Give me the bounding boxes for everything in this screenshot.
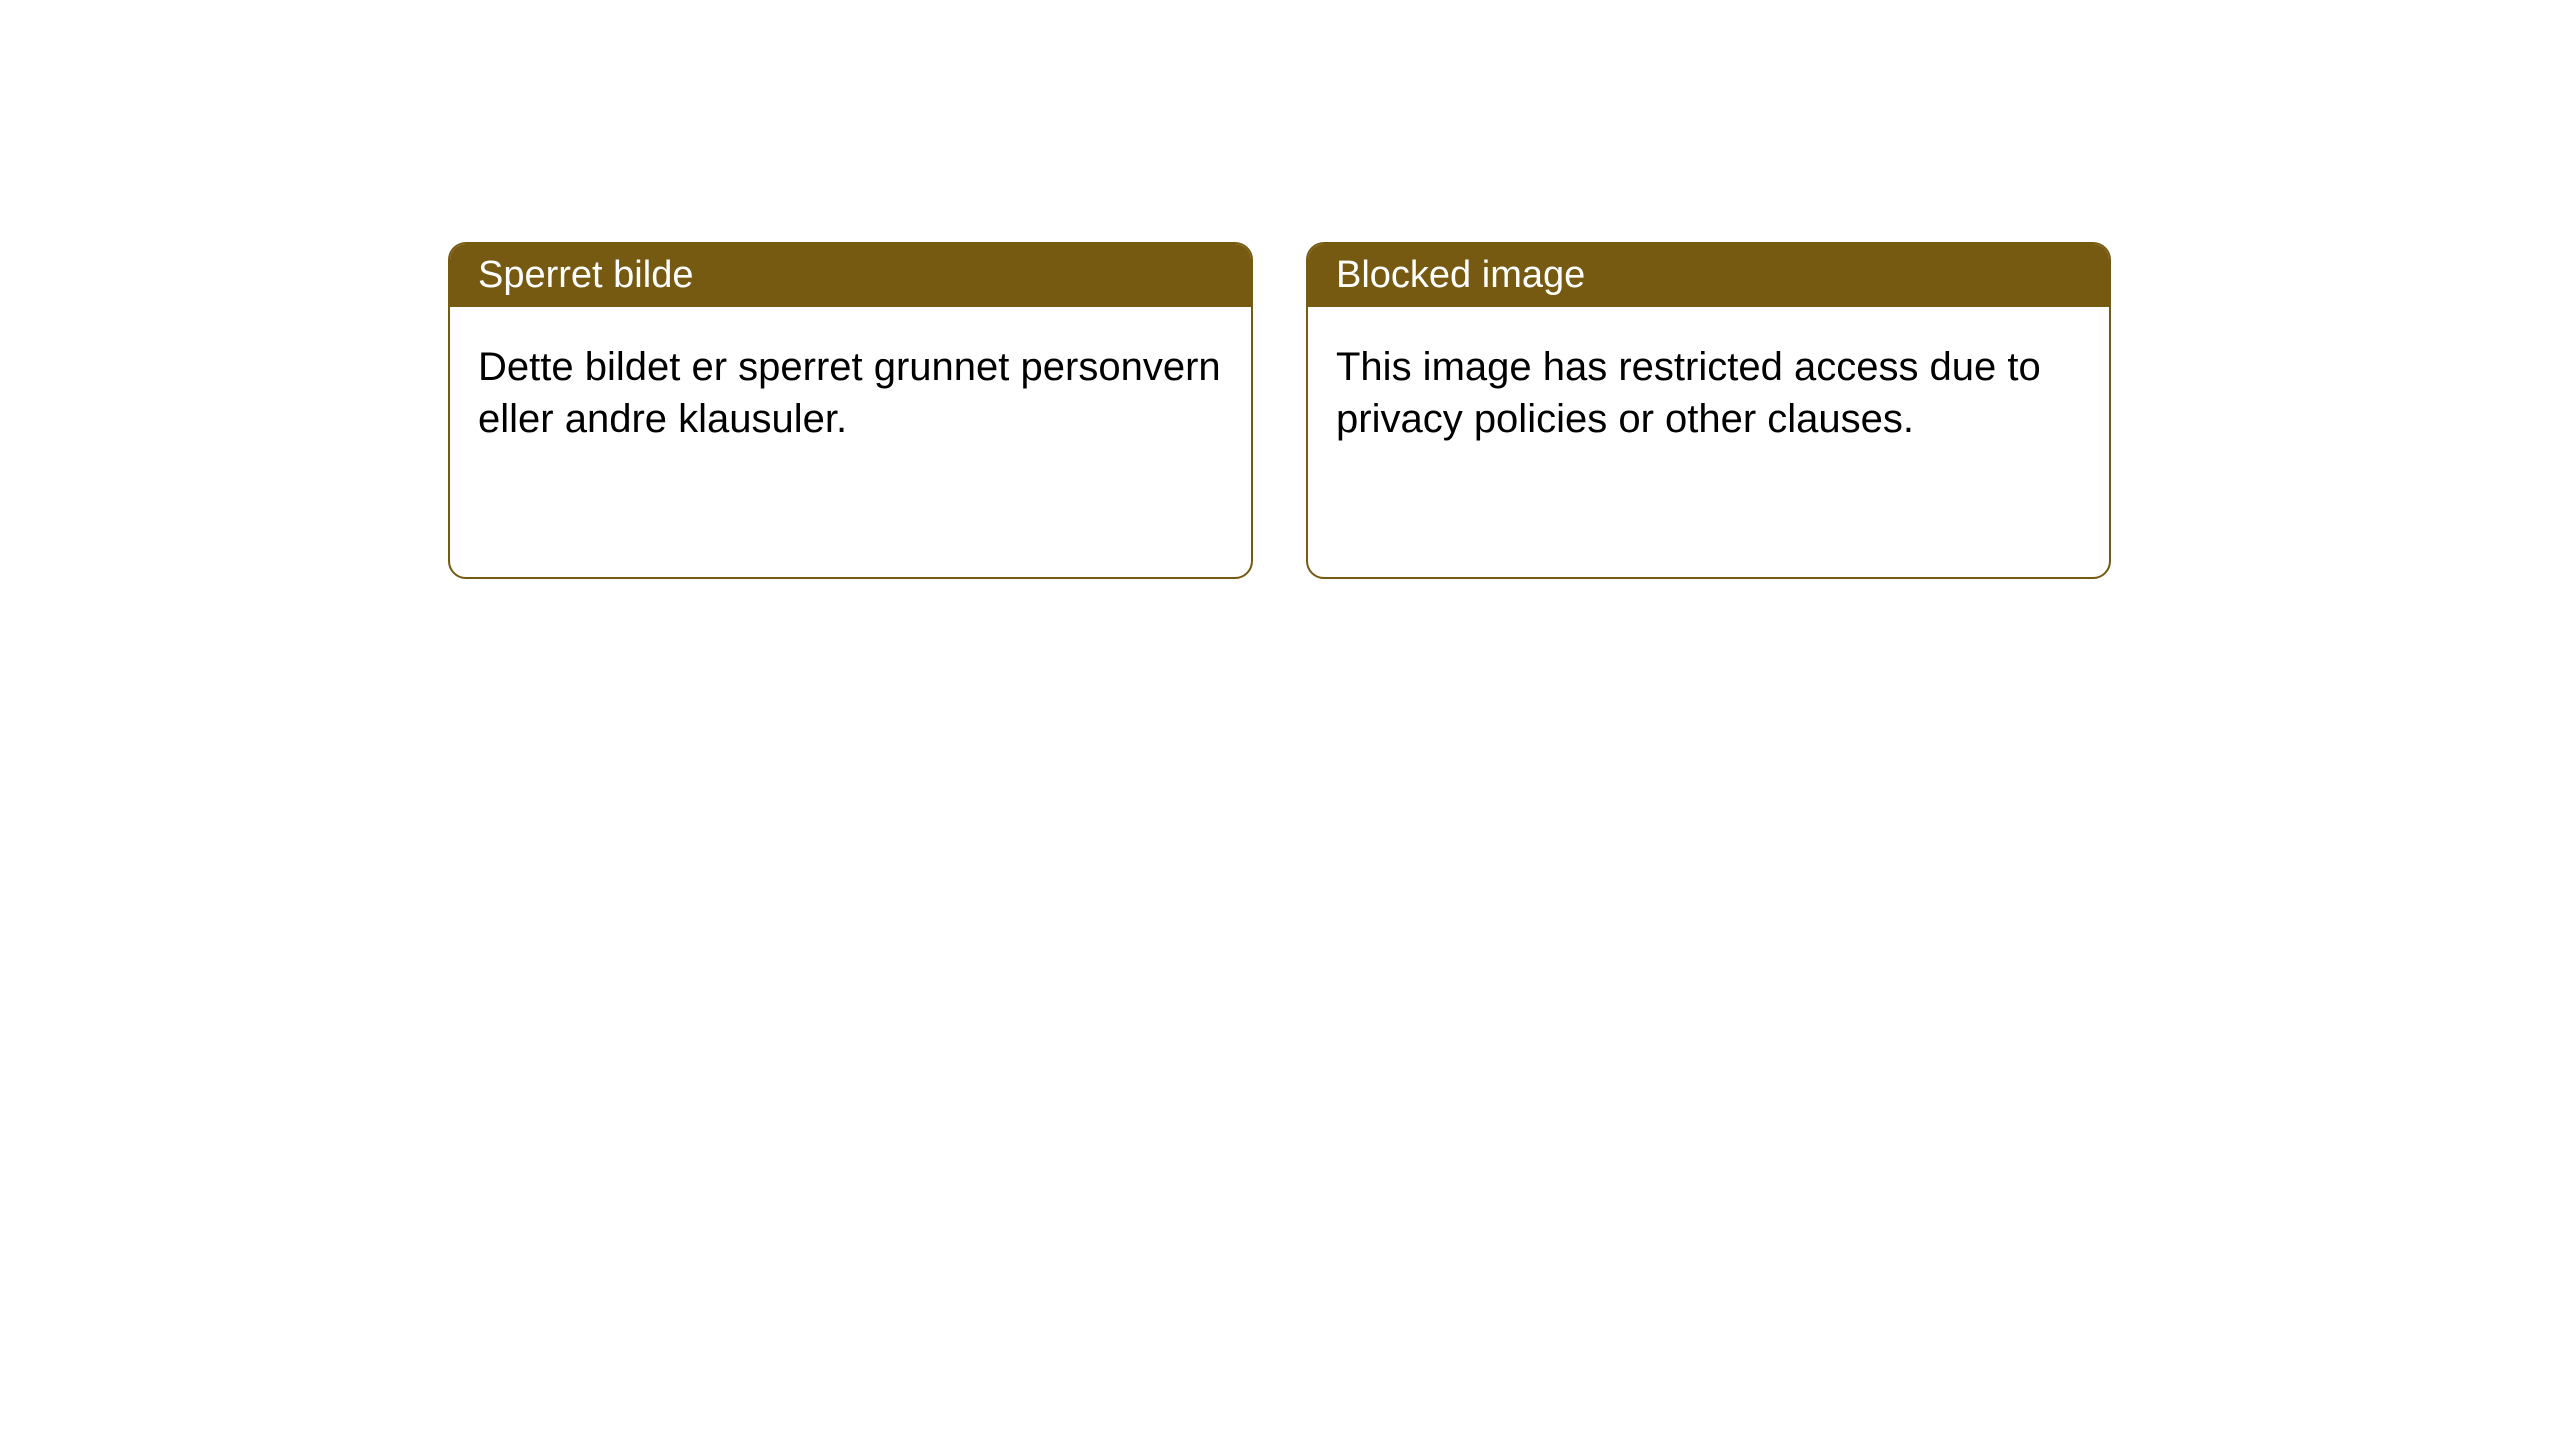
notice-container: Sperret bilde Dette bildet er sperret gr…: [0, 0, 2560, 579]
notice-header: Sperret bilde: [450, 244, 1251, 307]
notice-card-english: Blocked image This image has restricted …: [1306, 242, 2111, 579]
notice-body: This image has restricted access due to …: [1308, 307, 2109, 479]
notice-message: Dette bildet er sperret grunnet personve…: [478, 345, 1221, 441]
notice-title: Blocked image: [1336, 254, 1585, 296]
notice-title: Sperret bilde: [478, 254, 693, 296]
notice-header: Blocked image: [1308, 244, 2109, 307]
notice-message: This image has restricted access due to …: [1336, 345, 2041, 441]
notice-body: Dette bildet er sperret grunnet personve…: [450, 307, 1251, 479]
notice-card-norwegian: Sperret bilde Dette bildet er sperret gr…: [448, 242, 1253, 579]
